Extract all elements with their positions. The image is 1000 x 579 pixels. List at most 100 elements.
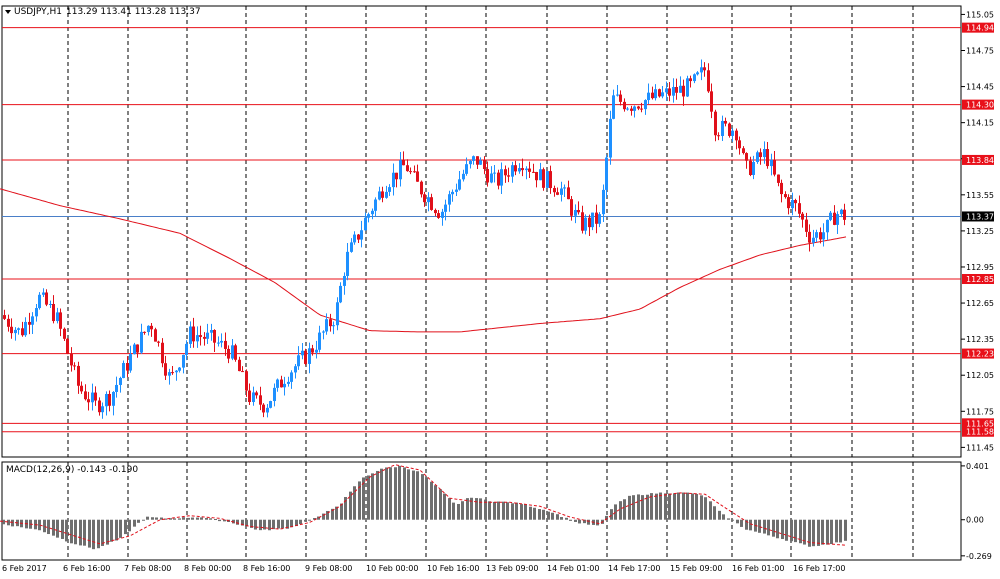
macd-bar-84	[380, 468, 383, 520]
candle-body-45	[161, 342, 164, 364]
time-axis-label: 10 Feb 00:00	[366, 564, 418, 573]
macd-bar-22	[101, 519, 104, 546]
macd-signal-line	[0, 464, 847, 546]
macd-bar-162	[731, 519, 734, 521]
candle-body-20	[73, 365, 76, 367]
candle-body-90	[318, 332, 321, 350]
macd-bar-83	[376, 470, 379, 520]
candle-body-162	[570, 199, 573, 216]
macd-bar-60	[272, 519, 275, 530]
candle-body-79	[280, 379, 283, 388]
candle-body-209	[735, 130, 738, 141]
candle-body-104	[367, 214, 370, 218]
candle-body-34	[122, 363, 125, 378]
macd-bar-118	[533, 507, 536, 520]
macd-bar-178	[803, 519, 806, 545]
price-tick-label: 112.35	[966, 335, 994, 344]
candle-body-116	[409, 171, 412, 173]
price-tick-label: 114.15	[966, 119, 994, 128]
macd-bar-155	[700, 495, 703, 520]
candle-body-103	[364, 217, 367, 231]
candle-body-183	[644, 100, 647, 110]
candle-body-80	[283, 383, 286, 388]
macd-bar-1	[7, 519, 10, 526]
macd-bar-11	[52, 519, 55, 536]
candle-body-4	[17, 328, 20, 330]
macd-bar-31	[142, 519, 145, 521]
candle-body-207	[728, 123, 731, 136]
time-axis-label: 6 Feb 2017	[2, 564, 47, 573]
macd-bar-90	[407, 469, 410, 520]
macd-bar-99	[448, 498, 451, 520]
candle-body-179	[630, 108, 633, 111]
candle-body-96	[339, 285, 342, 303]
price-tick-label: 113.25	[966, 227, 994, 236]
time-axis-label: 8 Feb 16:00	[243, 564, 290, 573]
candle-body-6	[24, 321, 27, 336]
candle-body-37	[133, 344, 136, 355]
candle-body-123	[434, 209, 437, 214]
time-axis-label: 15 Feb 09:00	[670, 564, 722, 573]
candle-body-107	[378, 191, 381, 200]
macd-bar-41	[187, 517, 190, 520]
macd-bar-108	[488, 501, 491, 520]
candle-body-15	[56, 312, 59, 322]
candle-body-134	[472, 156, 475, 161]
price-tick-label: 112.05	[966, 371, 994, 380]
macd-bar-166	[749, 519, 752, 531]
macd-bar-17	[79, 519, 82, 546]
price-tick-label: 115.05	[966, 10, 994, 19]
macd-bar-87	[394, 467, 397, 520]
candle-body-156	[549, 171, 552, 189]
candle-body-91	[322, 331, 325, 333]
candle-body-119	[420, 181, 423, 195]
candle-body-232	[815, 232, 818, 238]
macd-bar-183	[826, 519, 829, 545]
candle-body-128	[451, 191, 454, 195]
dropdown-triangle-icon[interactable]	[5, 10, 11, 14]
candle-body-228	[801, 213, 804, 220]
macd-bar-137	[619, 501, 622, 520]
candle-body-122	[430, 197, 433, 210]
candle-body-206	[724, 120, 727, 124]
macd-bar-16	[74, 519, 77, 545]
candle-body-202	[710, 91, 713, 112]
macd-bar-56	[254, 519, 257, 530]
macd-bar-145	[655, 493, 658, 520]
candle-body-19	[70, 353, 73, 366]
candle-body-46	[164, 363, 167, 376]
candle-body-33	[119, 377, 122, 385]
candle-body-127	[448, 194, 451, 205]
candle-body-121	[427, 197, 430, 203]
candle-body-197	[693, 74, 696, 82]
candle-body-16	[59, 312, 62, 329]
macd-bar-142	[641, 495, 644, 520]
macd-bar-171	[772, 519, 775, 537]
candle-body-42	[150, 325, 153, 330]
macd-bar-104	[470, 497, 473, 520]
candle-body-48	[171, 372, 174, 374]
candle-body-17	[63, 328, 66, 339]
candle-body-216	[759, 152, 762, 158]
macd-bar-184	[830, 519, 833, 545]
candle-body-217	[763, 149, 766, 158]
candle-body-170	[598, 214, 601, 224]
candle-body-181	[637, 106, 640, 109]
candle-body-85	[301, 350, 304, 356]
macd-bar-134	[605, 515, 608, 520]
macd-bar-45	[205, 518, 208, 520]
macd-bar-91	[412, 470, 415, 520]
candle-body-132	[465, 164, 468, 174]
macd-bar-96	[434, 485, 437, 520]
candle-body-215	[756, 152, 759, 163]
candle-body-60	[213, 330, 216, 343]
candle-body-145	[511, 165, 514, 177]
macd-bar-156	[704, 497, 707, 520]
candle-body-114	[402, 160, 405, 166]
candle-body-95	[336, 302, 339, 326]
candle-body-226	[794, 200, 797, 204]
macd-bar-169	[763, 519, 766, 534]
macd-bar-101	[457, 503, 460, 520]
macd-bar-116	[524, 504, 527, 520]
macd-bar-124	[560, 517, 563, 520]
